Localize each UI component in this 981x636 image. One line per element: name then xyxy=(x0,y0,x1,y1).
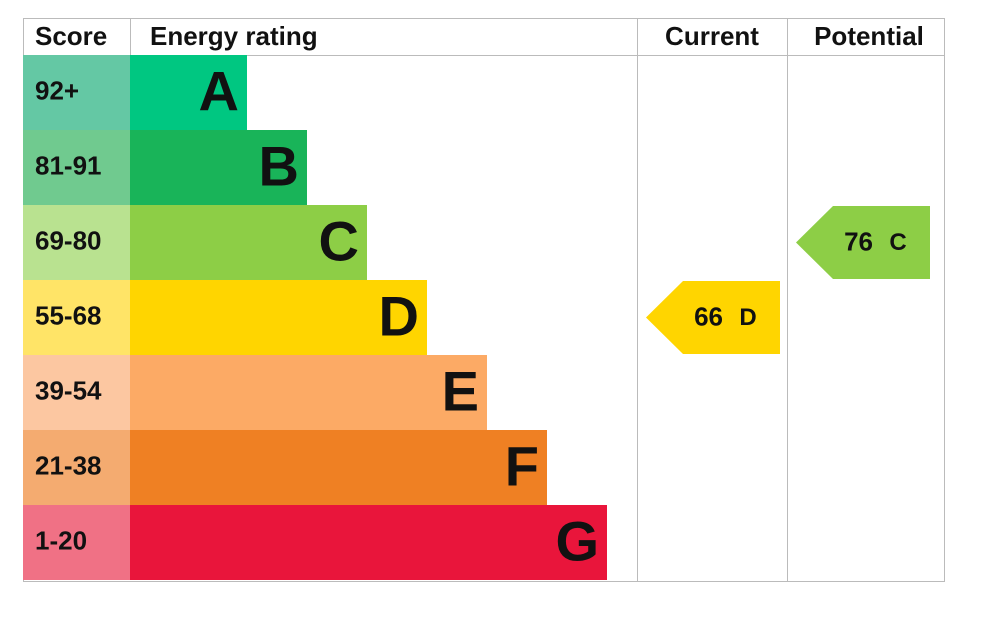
band-score: 69-80 xyxy=(35,225,102,255)
band-score: 21-38 xyxy=(35,450,102,480)
rating-bar xyxy=(130,355,487,430)
current-rating: D xyxy=(739,304,756,331)
rating-bar xyxy=(130,205,367,280)
band-letter: F xyxy=(505,434,539,497)
header-current: Current xyxy=(665,21,759,51)
score-cell xyxy=(23,430,130,505)
band-score: 1-20 xyxy=(35,525,87,555)
rating-bar xyxy=(130,430,547,505)
band-score: 92+ xyxy=(35,75,79,105)
current-arrow xyxy=(646,281,780,354)
band-letter: C xyxy=(319,209,359,272)
band-letter: E xyxy=(442,359,479,422)
header-score: Score xyxy=(35,21,107,51)
header-rating: Energy rating xyxy=(150,21,318,51)
score-cell xyxy=(23,355,130,430)
potential-score: 76 xyxy=(844,226,873,256)
score-cell xyxy=(23,130,130,205)
score-cell xyxy=(23,205,130,280)
score-cell xyxy=(23,280,130,355)
band-score: 39-54 xyxy=(35,375,102,405)
band-score: 81-91 xyxy=(35,150,102,180)
rating-bar xyxy=(130,55,247,130)
header-potential: Potential xyxy=(814,21,924,51)
band-score: 55-68 xyxy=(35,300,102,330)
band-letter: D xyxy=(379,284,419,347)
current-score: 66 xyxy=(694,301,723,331)
score-cell xyxy=(23,55,130,130)
potential-arrow xyxy=(796,206,930,279)
band-letter: G xyxy=(555,509,599,572)
rating-bar xyxy=(130,280,427,355)
rating-bar xyxy=(130,130,307,205)
rating-bar xyxy=(130,505,607,580)
potential-rating: C xyxy=(889,229,906,256)
score-cell xyxy=(23,505,130,580)
band-letter: A xyxy=(199,59,239,122)
band-letter: B xyxy=(259,134,299,197)
